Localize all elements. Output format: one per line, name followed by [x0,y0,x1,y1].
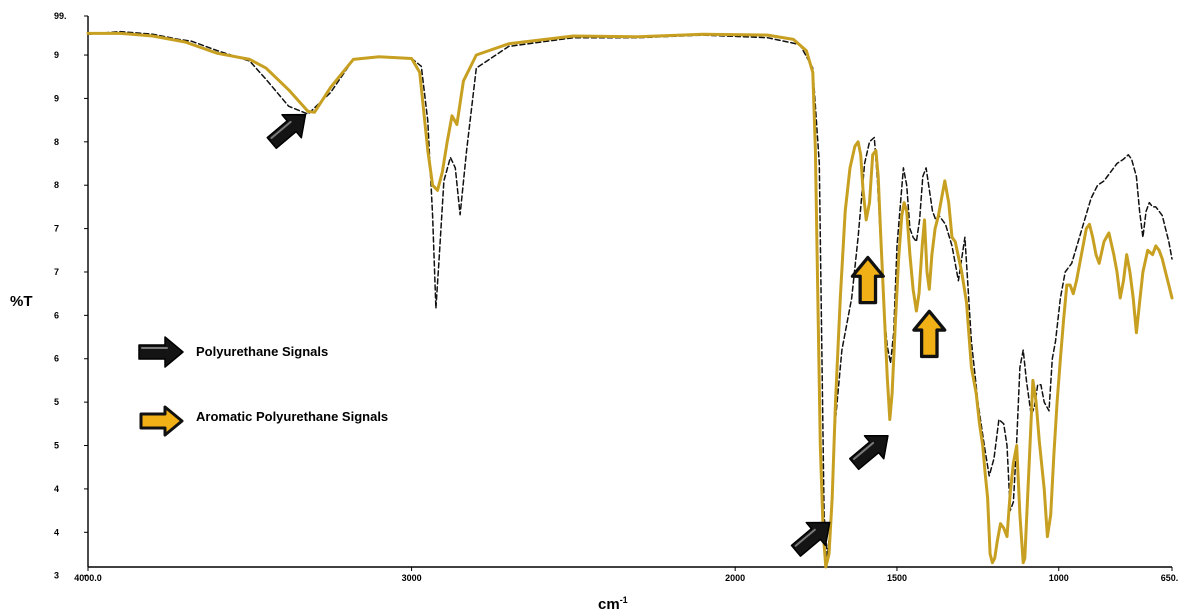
black-arrow-icon [790,521,831,557]
x-axis-title: cm-1 [598,595,628,613]
black-arrow-icon [138,336,184,368]
x-tick-label: 650.0 [1161,573,1178,583]
series-line-dashed [87,30,1173,558]
y-tick-label: 4 [54,484,59,494]
y-tick-label: 8 [54,180,59,190]
x-axis-ticks: 4000.0 3000 2000 1500 1000 650.0 [74,567,1178,583]
y-tick-label: 5 [54,441,59,451]
y-tick-label: 7 [54,224,59,234]
y-tick-label: 3 [54,571,59,581]
yellow-arrow-icon [850,255,885,305]
legend-label-polyurethane: Polyurethane Signals [196,344,328,359]
x-axis-title-superscript: -1 [620,595,628,605]
y-tick-label: 6 [54,310,59,320]
x-tick-label: 1000 [1049,573,1069,583]
y-axis-title: %T [10,293,33,310]
black-arrow-icon [848,434,889,471]
legend: Polyurethane Signals Aromatic Polyuretha… [138,336,388,437]
y-tick-label: 5 [54,397,59,407]
spectrum-series [86,30,1174,569]
legend-item-polyurethane: Polyurethane Signals [138,336,328,368]
plot-area: 99. 9 9 8 8 7 7 6 6 5 5 4 4 3 4000.0 3000 2000 1500 1000 6… [54,11,1178,583]
yellow-arrow-icon [912,309,947,359]
y-tick-label: 8 [54,137,59,147]
y-tick-label: 9 [54,93,59,103]
black-arrow-icon [266,113,307,150]
yellow-arrow-icon [139,405,184,437]
x-tick-label: 4000.0 [74,573,102,583]
x-tick-label: 3000 [402,573,422,583]
legend-item-aromatic-polyurethane: Aromatic Polyurethane Signals [139,405,388,437]
signal-annotations [266,113,947,557]
series-line-solid [86,31,1174,569]
x-tick-label: 2000 [725,573,745,583]
legend-label-aromatic-polyurethane: Aromatic Polyurethane Signals [196,409,388,424]
y-tick-label: 6 [54,354,59,364]
y-tick-label: 4 [54,527,59,537]
x-tick-label: 1500 [887,573,907,583]
y-tick-label: 7 [54,267,59,277]
y-axis-ticks: 99. 9 9 8 8 7 7 6 6 5 5 4 4 3 [54,11,88,581]
x-axis-title-unit: cm [598,596,620,613]
y-tick-label: 9 [54,50,59,60]
y-tick-label: 99. [54,11,67,21]
